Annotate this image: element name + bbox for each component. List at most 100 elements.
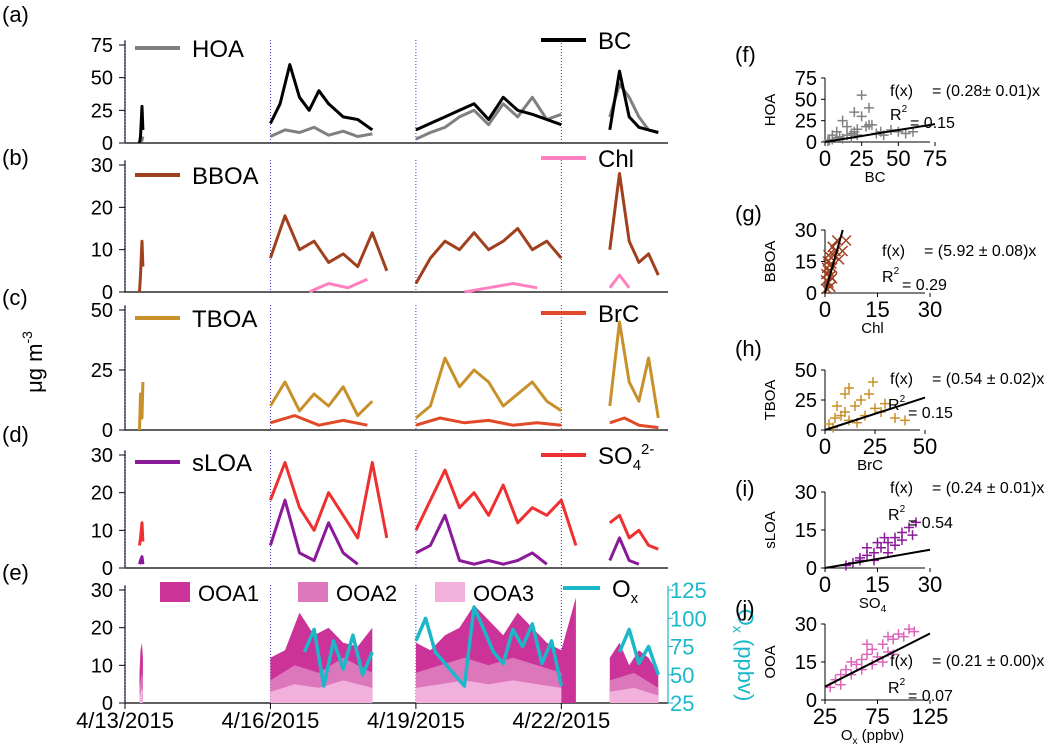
y-tick-label: 15 <box>795 652 817 674</box>
x-tick-label: 25 <box>813 704 837 729</box>
scatter-point <box>907 530 918 541</box>
x-tick-label: 30 <box>918 572 942 597</box>
fit-equation: = (0.54 ± 0.02)x <box>932 371 1044 388</box>
legend-label: OOA3 <box>473 581 534 606</box>
fit-line <box>824 229 844 294</box>
series-so4-line <box>269 461 389 540</box>
legend-label: TBOA <box>192 306 257 333</box>
y-tick-label: 15 <box>795 520 817 542</box>
scatter-point <box>827 130 838 141</box>
x-tick-label: 0 <box>819 146 831 171</box>
y-axis-title: BBOA <box>762 241 779 283</box>
y-unit-label: μg m-3 <box>19 331 47 393</box>
r2-label: R2 <box>888 394 906 414</box>
panel-b: (b) 0 10 20 30 BBOA Chl <box>2 145 668 304</box>
y2-tick-label: 125 <box>670 578 707 603</box>
scatter-point <box>846 657 857 667</box>
x-tick-label: 0 <box>819 297 831 322</box>
fit-label: f(x) <box>890 653 913 670</box>
scatter-point <box>870 403 880 414</box>
panel-label: (f) <box>735 42 756 67</box>
y-tick-label: 0 <box>806 690 817 712</box>
series-hoa-line <box>269 125 373 138</box>
y-axis-title: TBOA <box>762 380 779 421</box>
legend-swatch <box>435 582 465 602</box>
scatter-point <box>883 537 893 548</box>
y-tick-label: 25 <box>795 111 817 133</box>
series-o-line <box>302 627 374 688</box>
scatter-point <box>864 102 874 113</box>
y-tick-label: 75 <box>91 35 113 57</box>
scatter-point <box>840 407 850 417</box>
scatter-j: (j) 0 15 30 25 75 125 OOA Ox (ppbv) f(x) = (0.21 ±… <box>735 596 1044 747</box>
scatter-point <box>864 119 874 130</box>
scatter-point <box>877 639 888 650</box>
series-chl-line <box>464 282 538 294</box>
series-chl-line <box>308 277 369 294</box>
y-axis-title: OOA <box>762 645 779 678</box>
legend-label: Ox <box>612 576 639 607</box>
scatter-point <box>864 389 874 399</box>
x-tick-label: 4/13/2015 <box>76 708 174 733</box>
fit-label: f(x) <box>890 480 913 497</box>
series-brc-line <box>415 416 562 427</box>
x-tick-label: 125 <box>912 704 949 729</box>
scatter-point <box>898 631 909 642</box>
r2-label: R2 <box>888 504 906 524</box>
fit-line <box>824 396 926 431</box>
y-tick-label: 0 <box>806 132 817 154</box>
scatter-point <box>883 631 893 642</box>
x-tick-label: 25 <box>849 146 873 171</box>
series-o-line <box>414 605 564 688</box>
x-tick-label: 75 <box>865 704 889 729</box>
scatter-point <box>872 537 883 548</box>
x-tick-label: 75 <box>923 146 947 171</box>
legend-label: HOA <box>192 36 244 63</box>
series-sloa-line <box>415 513 548 566</box>
scatter-g: (g) 0 15 30 0 15 30 BBOA Chl f(x) = (5.92 ± 0.08)x… <box>735 201 1036 337</box>
y-tick-label: 0 <box>102 558 113 580</box>
scatter-point <box>851 659 862 670</box>
scatter-point <box>880 398 890 409</box>
scatter-point <box>909 626 920 637</box>
panel-a: (a) 0 25 50 75 HOA BC <box>2 2 668 155</box>
panel-label: (e) <box>2 560 29 585</box>
y-axis-title: HOA <box>762 94 779 127</box>
scatter-point <box>862 639 872 650</box>
y-tick-label: 75 <box>795 68 817 90</box>
y-tick-label: 30 <box>91 445 113 467</box>
x-tick-label: 15 <box>865 572 889 597</box>
y-tick-label: 30 <box>91 580 113 602</box>
panel-label: (i) <box>735 476 755 501</box>
series-bc-line <box>608 69 659 134</box>
fit-equation: = (5.92 ± 0.08)x <box>924 243 1036 260</box>
scatter-point <box>890 540 900 551</box>
fit-line <box>824 548 931 569</box>
r2-value: = 0.15 <box>910 115 955 132</box>
scatter-point <box>876 542 886 553</box>
series-chl-line <box>608 273 631 289</box>
scatter-point <box>832 401 842 411</box>
scatter-point <box>841 664 851 675</box>
scatter-point <box>822 249 835 261</box>
scatter-point <box>893 126 904 137</box>
series-sloa-line <box>608 536 640 566</box>
y-tick-label: 30 <box>795 482 817 504</box>
y-tick-label: 50 <box>795 360 817 382</box>
scatter-point <box>840 234 852 247</box>
y-tick-label: 0 <box>806 420 817 442</box>
y-tick-label: 25 <box>91 100 113 122</box>
scatter-point <box>837 115 848 126</box>
y-tick-label: 10 <box>91 240 113 262</box>
y-tick-label: 10 <box>91 520 113 542</box>
scatter-point <box>844 383 854 393</box>
legend-swatch <box>160 582 190 602</box>
x-tick-label: 15 <box>865 297 889 322</box>
series-brc-line <box>269 414 368 427</box>
series-o-line <box>617 627 660 676</box>
scatter-point <box>904 522 914 533</box>
scatter-point <box>911 517 921 528</box>
scatter-point <box>877 657 888 667</box>
scatter-point <box>856 111 867 122</box>
